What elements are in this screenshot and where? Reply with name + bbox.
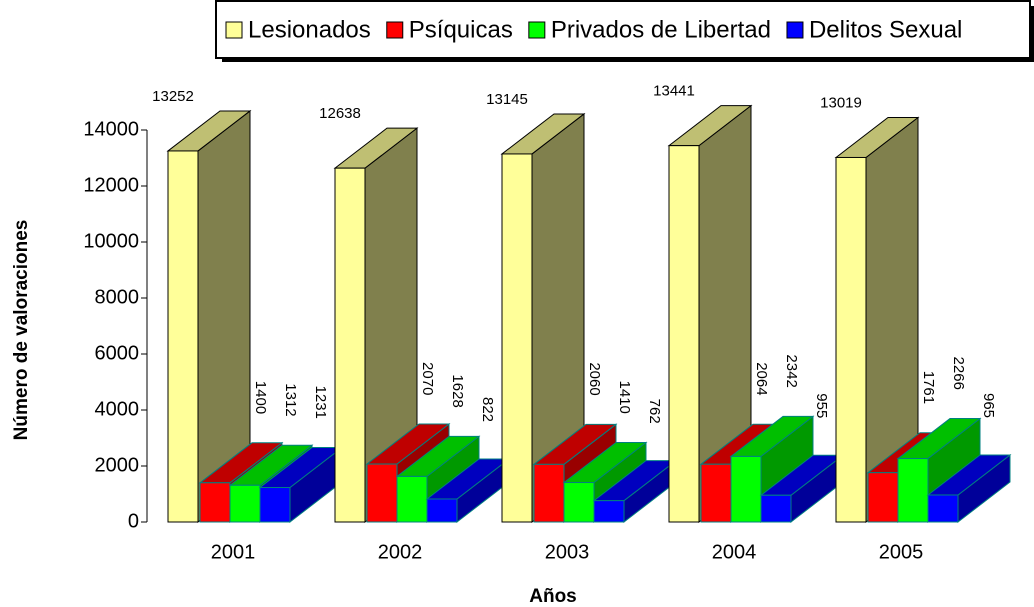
- bar-front: [730, 455, 762, 523]
- value-label: 965: [980, 393, 997, 418]
- bar: [425, 457, 511, 524]
- value-label: 2064: [753, 362, 770, 395]
- x-axis-title: Años: [529, 586, 577, 607]
- y-tick-label: 10000: [83, 230, 139, 252]
- value-label: 762: [646, 399, 663, 424]
- value-label: 955: [813, 393, 830, 418]
- y-tick-label: 6000: [95, 342, 140, 364]
- bar-front: [533, 463, 565, 523]
- legend-label: Psíquicas: [409, 16, 513, 43]
- y-tick-label: 14000: [83, 118, 139, 140]
- value-label: 1410: [616, 381, 633, 414]
- bar: [926, 453, 1012, 524]
- legend-label: Privados de Libertad: [551, 16, 771, 43]
- x-tick-label: 2002: [378, 541, 423, 563]
- bar-front: [334, 167, 366, 523]
- bar-front: [563, 482, 595, 523]
- bar: [258, 446, 344, 524]
- bar-front: [760, 494, 792, 523]
- bar: [166, 109, 252, 524]
- legend: Lesionados Psíquicas Privados de Libertad D…: [215, 0, 1034, 62]
- bar-front: [259, 487, 291, 523]
- bar: [500, 112, 586, 524]
- legend-swatch: [786, 21, 804, 39]
- value-label: 1761: [920, 371, 937, 404]
- value-label: 1231: [312, 386, 329, 419]
- legend-box: [215, 0, 1031, 59]
- y-axis-title: Número de valoraciones: [11, 220, 32, 441]
- y-tick-label: 0: [128, 510, 139, 532]
- value-label: 12638: [319, 105, 361, 122]
- y-tick-label: 4000: [95, 398, 140, 420]
- bar-front: [501, 153, 533, 523]
- value-label: 2070: [419, 362, 436, 395]
- bar: [759, 454, 845, 524]
- value-label: 13252: [152, 88, 194, 105]
- bar: [834, 116, 920, 524]
- bar-front: [199, 482, 231, 523]
- legend-swatch: [528, 21, 546, 39]
- bar-front: [700, 463, 732, 523]
- x-tick-label: 2003: [545, 541, 590, 563]
- bar-front: [867, 472, 899, 523]
- bar-front: [927, 494, 959, 523]
- bar-front: [835, 156, 867, 523]
- value-label: 2266: [950, 357, 967, 390]
- value-label: 1628: [449, 374, 466, 407]
- legend-swatch: [225, 21, 243, 39]
- value-label: 2060: [586, 362, 603, 395]
- bar-front: [668, 145, 700, 523]
- bar-front: [897, 458, 929, 523]
- x-tick-label: 2005: [879, 541, 924, 563]
- value-label: 13019: [820, 94, 862, 111]
- value-label: 822: [479, 397, 496, 422]
- y-tick-label: 2000: [95, 454, 140, 476]
- x-tick-label: 2004: [712, 541, 757, 563]
- y-tick-label: 8000: [95, 286, 140, 308]
- bar-front: [426, 498, 458, 523]
- bar-front: [366, 463, 398, 523]
- value-label: 2342: [783, 354, 800, 387]
- bar: [592, 459, 678, 524]
- bar-front: [593, 500, 625, 523]
- value-label: 1400: [252, 381, 269, 414]
- value-label: 13441: [653, 83, 695, 100]
- legend-swatch: [386, 21, 404, 39]
- legend-label: Delitos Sexual: [809, 16, 962, 43]
- x-tick-label: 2001: [211, 541, 256, 563]
- value-label: 13145: [486, 91, 528, 108]
- value-label: 1312: [282, 383, 299, 416]
- bar-front: [396, 475, 428, 523]
- bar: [667, 104, 753, 524]
- legend-label: Lesionados: [248, 16, 371, 43]
- bar-front: [229, 484, 261, 523]
- y-tick-label: 12000: [83, 174, 139, 196]
- bar: [333, 127, 419, 524]
- bar-front: [167, 150, 199, 523]
